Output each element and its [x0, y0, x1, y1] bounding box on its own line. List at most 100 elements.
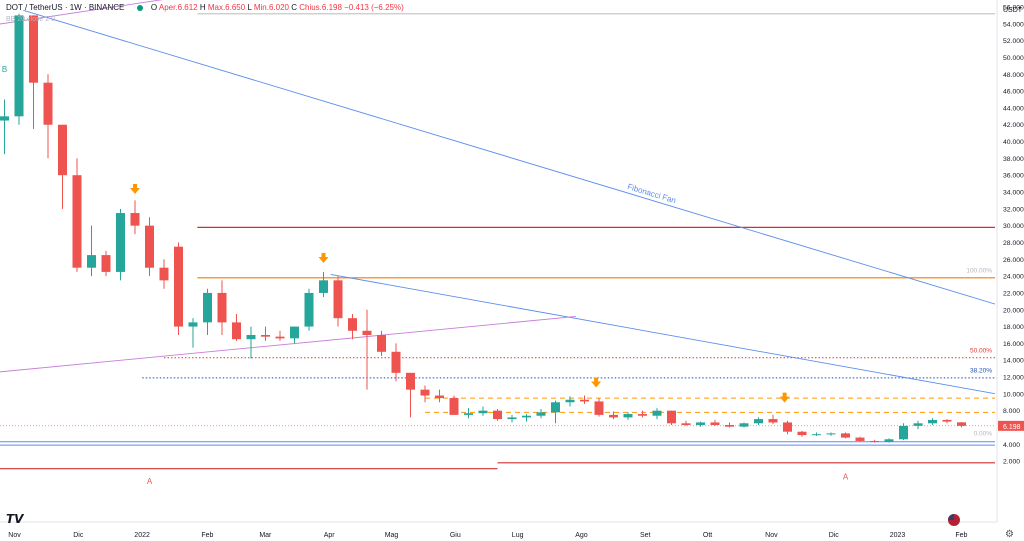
y-tick-label: 24.000: [1003, 274, 1024, 281]
candle-body: [116, 213, 125, 272]
y-tick-label: 8.000: [1003, 408, 1020, 415]
x-tick-label: Dic: [829, 532, 840, 539]
y-tick-label: 54.000: [1003, 21, 1024, 28]
x-tick-label: Giu: [450, 532, 461, 539]
candle-body: [870, 440, 879, 442]
x-tick-label: Nov: [765, 532, 778, 539]
trendline-2: [0, 316, 576, 373]
y-tick-label: 36.000: [1003, 173, 1024, 180]
candle-body: [333, 280, 343, 319]
candle-body: [203, 292, 212, 323]
y-tick-label: 50.000: [1003, 55, 1024, 62]
candle-body: [420, 389, 430, 396]
candle-body: [638, 414, 647, 416]
y-tick-label: 12.000: [1003, 375, 1024, 382]
y-tick-label: 48.000: [1003, 72, 1024, 79]
candle-body: [58, 124, 67, 176]
open-label: O: [150, 3, 158, 12]
tradingview-logo-icon[interactable]: 𝙏𝙑: [6, 512, 24, 526]
candle-body: [841, 433, 850, 438]
down-arrow-icon: [779, 392, 790, 403]
x-tick-label: 2022: [134, 532, 150, 539]
candle-body: [72, 175, 82, 268]
candle-body: [406, 372, 415, 390]
candle-body: [261, 334, 270, 337]
candle-body: [159, 267, 169, 281]
candle-body: [362, 330, 372, 335]
x-tick-label: Apr: [324, 532, 336, 539]
x-tick-label: Feb: [201, 532, 213, 539]
candle-body: [304, 292, 314, 327]
down-arrow-icon: [130, 184, 140, 195]
candle-body: [913, 423, 923, 426]
last-price-tag: [998, 420, 1024, 431]
candle-body: [551, 402, 560, 413]
candle-body: [754, 419, 763, 424]
candle-body: [493, 410, 502, 420]
candle-body: [899, 425, 908, 440]
candle-body: [797, 431, 807, 436]
y-tick-label: 56.000: [1003, 5, 1024, 12]
candle-body: [507, 417, 517, 420]
indicator-legend[interactable]: BB 20 close 2 0: [6, 16, 56, 23]
symbol-title[interactable]: DOT / TetherUS · 1W · BINANCE: [6, 3, 125, 12]
y-tick-label: 40.000: [1003, 139, 1024, 146]
candle-body: [478, 410, 488, 414]
candle-body: [188, 322, 198, 327]
candle-body: [739, 423, 749, 427]
y-tick-label: 2.000: [1003, 459, 1020, 466]
fib-label-2: 38.20%: [970, 367, 992, 374]
currency-label: USDT ▾: [1003, 7, 1024, 14]
y-tick-label: 42.000: [1003, 122, 1024, 129]
y-tick-label: 22.000: [1003, 290, 1024, 297]
candle-body: [87, 255, 96, 268]
candle-body: [232, 322, 241, 340]
y-tick-label: 38.000: [1003, 156, 1024, 163]
market-status-icon: [136, 4, 143, 11]
candle-body: [957, 422, 966, 426]
candle-body: [522, 415, 531, 418]
candle-body: [667, 410, 676, 424]
candle-body: [246, 334, 256, 340]
candle-body: [565, 399, 575, 403]
x-tick-label: Ott: [703, 532, 712, 539]
us-flag-icon[interactable]: [948, 514, 960, 526]
close-label: C: [291, 3, 297, 12]
candle-body: [942, 419, 952, 422]
candle-body: [536, 412, 546, 416]
candle-body: [710, 422, 720, 425]
marker-label: A: [843, 473, 849, 482]
candle-body: [29, 15, 38, 83]
candle-body: [435, 395, 444, 399]
y-tick-label: 10.000: [1003, 391, 1024, 398]
high-label: H: [199, 3, 206, 12]
trendline-label: Fibonacci Fan: [626, 182, 677, 205]
y-tick-label: 28.000: [1003, 240, 1024, 247]
candle-body: [377, 334, 386, 352]
candle-body: [0, 116, 9, 121]
candle-body: [391, 351, 401, 373]
candle-body: [594, 401, 604, 415]
candle-body: [623, 414, 633, 418]
y-tick-label: 46.000: [1003, 89, 1024, 96]
trendline-3: [0, 0, 163, 25]
x-tick-label: Mar: [259, 532, 272, 539]
trendline-0: [23, 9, 995, 305]
y-tick-label: 14.000: [1003, 358, 1024, 365]
candle-body: [826, 433, 836, 435]
candle-body: [681, 423, 691, 425]
open-value: Aper.6.612: [158, 3, 198, 12]
legend-row: DOT / TetherUS · 1W · BINANCE O Aper.6.6…: [6, 3, 404, 12]
high-value: Max.6.650: [207, 3, 246, 12]
candle-body: [217, 292, 227, 323]
candle-body: [855, 437, 865, 441]
candle-body: [696, 422, 705, 425]
gear-icon[interactable]: ⚙: [1005, 529, 1014, 540]
candle-body: [609, 414, 618, 418]
y-tick-label: 52.000: [1003, 38, 1024, 45]
x-tick-label: Set: [640, 532, 651, 539]
change-value: −0.413 (−6.25%): [344, 3, 404, 12]
candle-body: [812, 434, 821, 436]
fib-label-0: 100.00%: [966, 267, 992, 274]
